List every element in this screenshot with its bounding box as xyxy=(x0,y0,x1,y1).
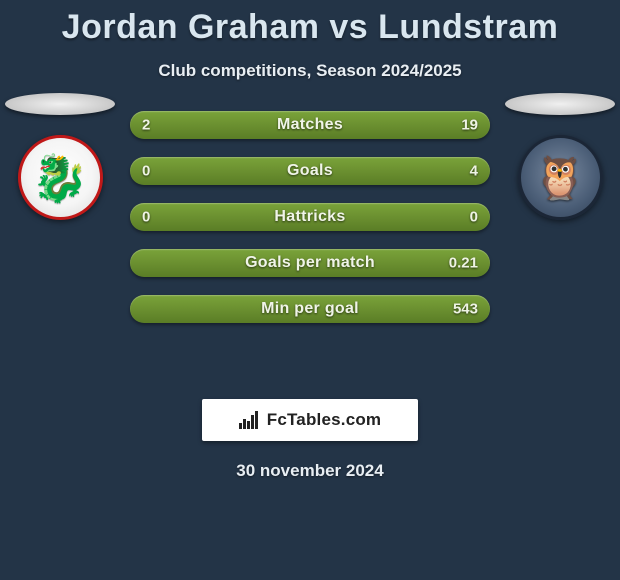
stat-bar-goals: 0 Goals 4 xyxy=(130,157,490,185)
page-title: Jordan Graham vs Lundstram xyxy=(0,0,620,47)
stat-right-value: 0 xyxy=(470,209,478,226)
stat-label: Hattricks xyxy=(274,208,345,226)
attribution-text: FcTables.com xyxy=(267,410,382,430)
stat-bar-goals-per-match: Goals per match 0.21 xyxy=(130,249,490,277)
date-label: 30 november 2024 xyxy=(0,461,620,481)
stat-right-value: 543 xyxy=(453,301,478,318)
stat-label: Matches xyxy=(277,116,343,134)
stat-label: Min per goal xyxy=(261,300,359,318)
attribution-badge[interactable]: FcTables.com xyxy=(202,399,418,441)
club-badge-left: 🐉 xyxy=(18,135,103,220)
stat-label: Goals xyxy=(287,162,333,180)
player-left-column: 🐉 xyxy=(0,93,120,220)
stat-bars: 2 Matches 19 0 Goals 4 0 Hattricks 0 Goa… xyxy=(130,111,490,323)
chart-bars-icon xyxy=(239,411,261,429)
stat-left-value: 0 xyxy=(142,163,150,180)
stat-label: Goals per match xyxy=(245,254,375,272)
player-right-column: 🦉 xyxy=(500,93,620,220)
subtitle: Club competitions, Season 2024/2025 xyxy=(0,61,620,81)
club-badge-right: 🦉 xyxy=(518,135,603,220)
player-right-name-pill xyxy=(505,93,615,115)
player-left-name-pill xyxy=(5,93,115,115)
stat-left-value: 2 xyxy=(142,117,150,134)
stat-right-value: 19 xyxy=(461,117,478,134)
stat-bar-min-per-goal: Min per goal 543 xyxy=(130,295,490,323)
stat-right-value: 4 xyxy=(470,163,478,180)
owl-icon: 🦉 xyxy=(534,157,586,199)
comparison-layout: 🐉 🦉 2 Matches 19 0 Goals 4 0 Hattricks 0… xyxy=(0,111,620,371)
stat-left-value: 0 xyxy=(142,209,150,226)
stat-bar-hattricks: 0 Hattricks 0 xyxy=(130,203,490,231)
stat-right-value: 0.21 xyxy=(449,255,478,272)
stat-bar-matches: 2 Matches 19 xyxy=(130,111,490,139)
dragon-icon: 🐉 xyxy=(31,155,88,201)
